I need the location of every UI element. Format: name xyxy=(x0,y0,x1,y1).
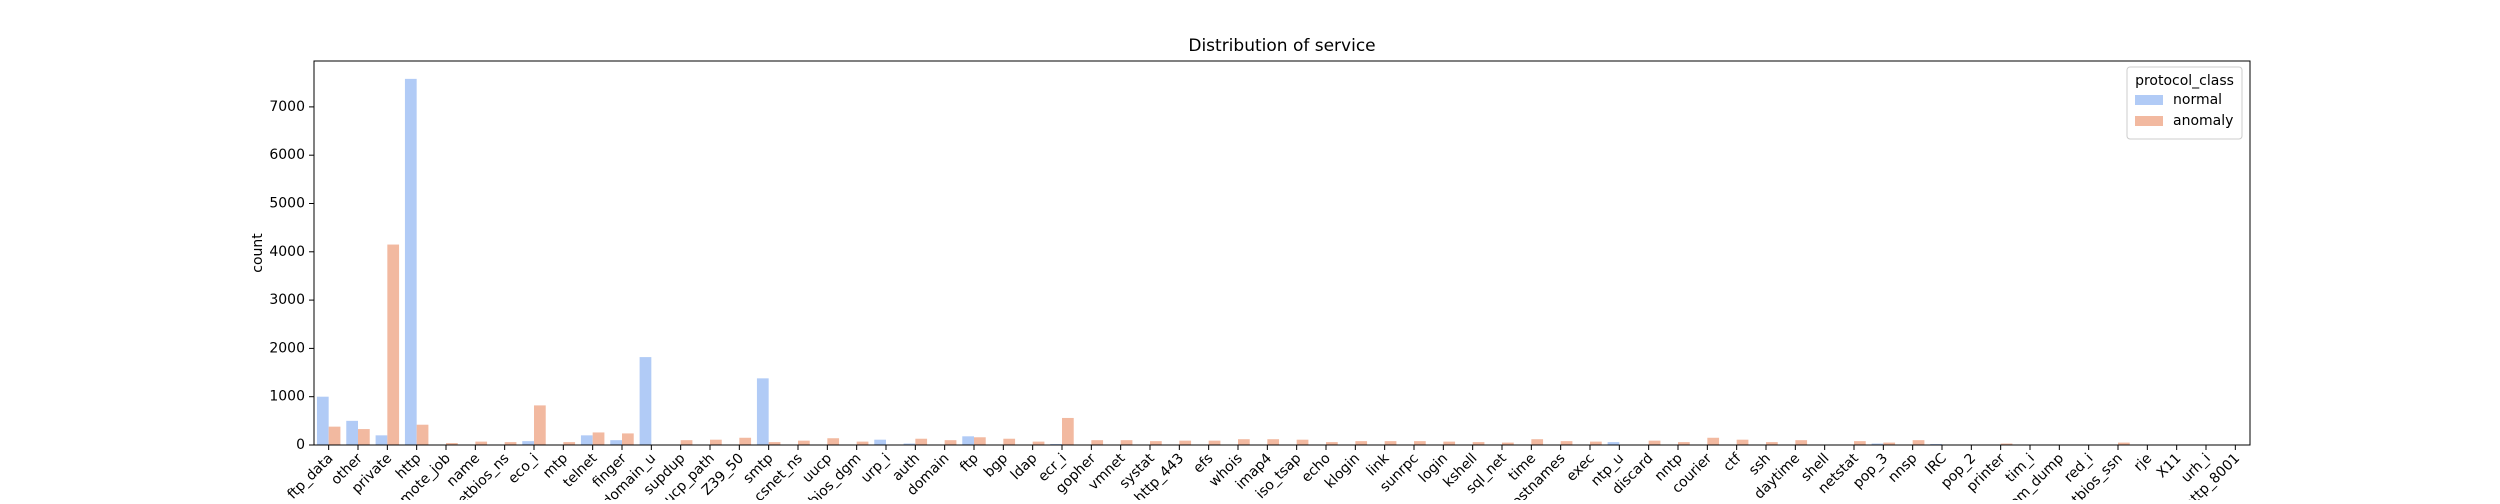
bar xyxy=(710,440,722,445)
bar xyxy=(346,421,358,445)
x-tick-label: ctf xyxy=(1720,450,1745,475)
bar xyxy=(1531,439,1543,445)
bar xyxy=(915,439,927,445)
bar xyxy=(522,441,534,445)
bar xyxy=(874,440,886,445)
bar xyxy=(757,378,769,445)
bar xyxy=(610,440,622,445)
bar xyxy=(1737,440,1749,445)
bar xyxy=(405,79,417,445)
bar xyxy=(1561,441,1573,445)
x-tick-label: rje xyxy=(2131,451,2155,475)
chart-title: Distribution of service xyxy=(1188,36,1375,56)
y-tick-label: 4000 xyxy=(269,244,305,260)
bar xyxy=(681,440,693,445)
bar xyxy=(1238,439,1250,445)
bar xyxy=(1209,441,1221,445)
bar xyxy=(1297,440,1309,445)
bar xyxy=(1590,442,1602,445)
bar xyxy=(1913,440,1925,445)
bar xyxy=(1355,441,1367,445)
bar xyxy=(640,357,652,445)
x-tick-label: eco_i xyxy=(505,451,542,488)
legend-label: normal xyxy=(2173,92,2222,108)
y-tick-label: 1000 xyxy=(269,389,305,405)
bar xyxy=(857,442,869,445)
bar xyxy=(1179,441,1191,445)
bar xyxy=(593,432,605,445)
bar xyxy=(329,427,341,445)
bar xyxy=(739,438,751,445)
y-tick-label: 0 xyxy=(296,437,305,453)
bar xyxy=(798,441,810,445)
bar xyxy=(1150,441,1162,445)
y-tick-label: 2000 xyxy=(269,340,305,356)
y-tick-label: 7000 xyxy=(269,99,305,115)
bar xyxy=(387,245,399,445)
y-axis-label: count xyxy=(250,233,266,273)
legend-swatch xyxy=(2135,95,2163,105)
bar xyxy=(1062,418,1074,445)
bar xyxy=(1121,440,1133,445)
bar xyxy=(1385,441,1397,445)
bar xyxy=(1091,440,1103,445)
x-tick-label: bgp xyxy=(981,450,1011,480)
bar xyxy=(376,435,388,445)
bar xyxy=(417,425,429,445)
bar xyxy=(581,435,593,445)
legend-swatch xyxy=(2135,116,2163,126)
bar xyxy=(1414,441,1426,445)
bar xyxy=(1649,441,1661,445)
bar xyxy=(1443,442,1455,445)
bar xyxy=(1003,439,1015,445)
y-tick-label: 3000 xyxy=(269,292,305,308)
bar xyxy=(827,438,839,445)
bar xyxy=(1267,439,1279,445)
legend-label: anomaly xyxy=(2173,113,2233,129)
bar xyxy=(358,429,370,445)
bar xyxy=(1795,440,1807,445)
y-tick-label: 6000 xyxy=(269,147,305,163)
bar xyxy=(622,433,634,445)
bar xyxy=(974,437,986,445)
y-tick-label: 5000 xyxy=(269,195,305,211)
bar xyxy=(317,397,329,445)
plot-frame xyxy=(314,61,2250,445)
bar xyxy=(962,436,974,445)
bar xyxy=(534,405,546,445)
bar xyxy=(475,442,487,445)
x-tick-label: nnsp xyxy=(1885,450,1920,485)
legend-title: protocol_class xyxy=(2135,73,2234,89)
bar xyxy=(945,440,957,445)
x-tick-label: ldap xyxy=(1008,450,1041,483)
bar xyxy=(1707,438,1719,445)
bar xyxy=(1854,441,1866,445)
x-tick-label: urp_i xyxy=(858,451,894,487)
x-tick-label: ftp xyxy=(957,450,982,475)
bar xyxy=(1033,442,1045,445)
